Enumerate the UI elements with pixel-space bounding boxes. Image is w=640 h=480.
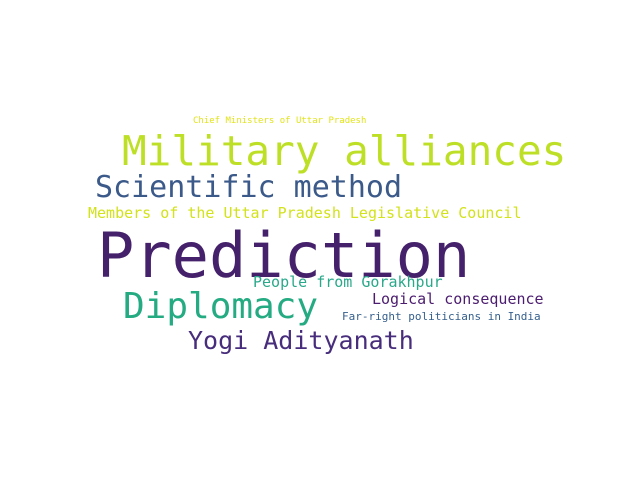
word-members-of-up-legislative-council: Members of the Uttar Pradesh Legislative… [88,204,522,222]
word-scientific-method: Scientific method [95,170,403,205]
word-yogi-adityanath: Yogi Adityanath [188,326,414,355]
word-diplomacy: Diplomacy [123,286,319,327]
word-logical-consequence: Logical consequence [372,290,544,308]
word-military-alliances: Military alliances [122,127,567,175]
word-far-right-politicians-in-india: Far-right politicians in India [342,310,541,323]
word-prediction: Prediction [97,219,471,292]
word-people-from-gorakhpur: People from Gorakhpur [253,273,443,291]
word-chief-ministers-of-uttar-pradesh: Chief Ministers of Uttar Pradesh [193,116,367,126]
